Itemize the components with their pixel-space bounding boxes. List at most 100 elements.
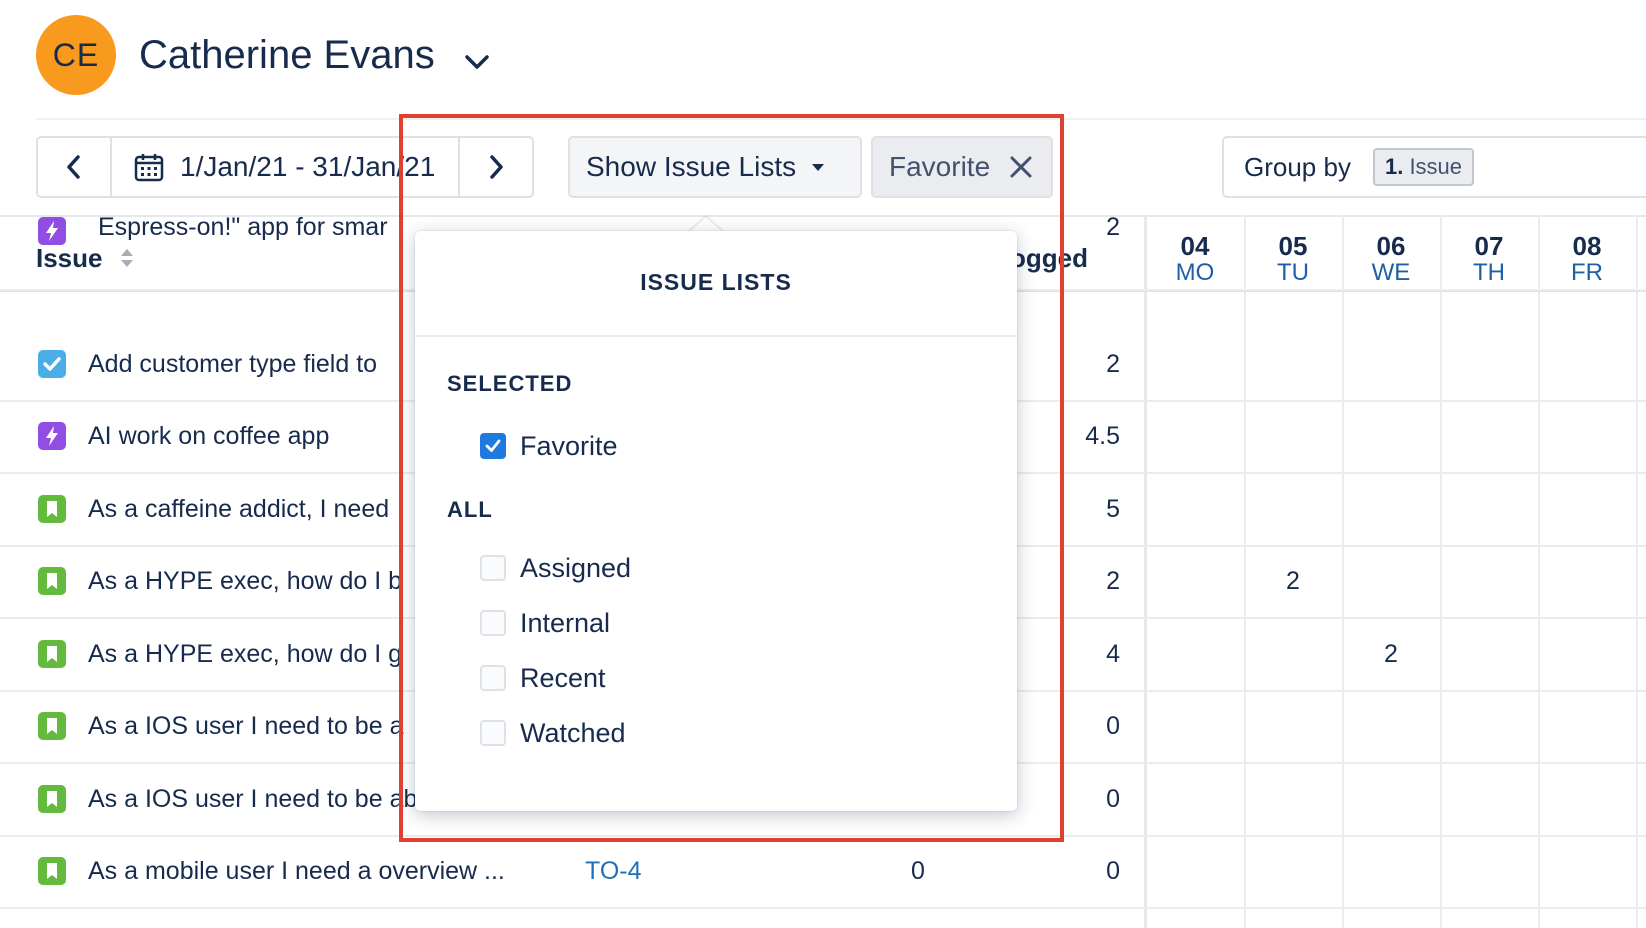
issue-list-label: Watched <box>520 717 626 748</box>
calendar-icon <box>134 154 164 182</box>
issue-summary-link[interactable]: Add customer type field to <box>88 349 378 378</box>
day-column-line <box>1440 215 1442 928</box>
issue-summary-link[interactable]: As a IOS user I need to be a <box>88 712 404 740</box>
day-column-line <box>1538 215 1540 928</box>
dropdown-title: ISSUE LISTS <box>640 269 792 295</box>
day-cell[interactable]: 2 <box>1384 639 1398 668</box>
header-divider <box>36 118 1646 120</box>
days-divider <box>1144 215 1147 928</box>
day-header: 05 TU <box>1245 232 1341 286</box>
issue-list-option[interactable]: Recent <box>480 661 606 695</box>
selected-section-heading: SELECTED <box>447 371 573 396</box>
issue-list-label: Recent <box>520 662 606 693</box>
avatar[interactable]: CE <box>36 15 116 95</box>
issue-summary-link[interactable]: As a HYPE exec, how do I b <box>88 567 403 595</box>
issue-logged: 5 <box>1106 494 1120 523</box>
epic-issue-type-icon <box>38 217 66 245</box>
issue-list-option[interactable]: Internal <box>480 606 610 640</box>
issue-logged: 0 <box>1106 712 1120 740</box>
story-issue-type-icon <box>38 567 66 595</box>
chevron-left-icon <box>67 155 80 179</box>
issue-list-option[interactable]: Watched <box>480 716 626 750</box>
story-issue-type-icon <box>38 784 66 813</box>
day-number: 06 <box>1376 231 1406 261</box>
issue-logged: 4.5 <box>1085 422 1120 450</box>
story-issue-type-icon <box>38 857 66 885</box>
issue-logged: 0 <box>1106 784 1120 813</box>
issue-logged: 4 <box>1106 639 1120 668</box>
day-column-line <box>1244 215 1246 928</box>
checkmark-icon <box>485 439 501 452</box>
favorite-filter-chip[interactable]: Favorite <box>871 136 1053 198</box>
date-range-text: 1/Jan/21 - 31/Jan/21 <box>180 151 436 182</box>
issue-summary-link[interactable]: As a caffeine addict, I need <box>88 494 390 523</box>
group-by-control[interactable]: Group by 1. Issue <box>1222 136 1646 198</box>
day-cell[interactable]: 2 <box>1286 567 1300 595</box>
show-issue-lists-label: Show Issue Lists <box>586 151 797 182</box>
checkbox[interactable] <box>480 555 506 581</box>
day-weekday: MO <box>1175 259 1215 286</box>
checkbox[interactable] <box>480 720 506 746</box>
issue-logged: 2 <box>1106 349 1120 378</box>
day-header: 06 WE <box>1343 232 1439 286</box>
issue-logged: 2 <box>1106 213 1120 241</box>
sort-icon[interactable] <box>120 247 134 269</box>
previous-period-button[interactable] <box>36 136 112 198</box>
day-number: 05 <box>1278 231 1308 261</box>
caret-down-icon <box>812 163 825 171</box>
issue-key-link[interactable]: TO-4 <box>585 857 642 885</box>
dropdown-divider <box>415 335 1017 337</box>
story-issue-type-icon <box>38 712 66 740</box>
day-weekday: TU <box>1277 259 1309 286</box>
issue-list-label: Assigned <box>520 552 632 583</box>
issue-summary-link[interactable]: Espress-on!" app for smar <box>98 213 388 241</box>
day-weekday: TH <box>1473 259 1505 286</box>
issue-logged: 2 <box>1106 567 1120 595</box>
day-header: 07 TH <box>1441 232 1537 286</box>
story-issue-type-icon <box>38 494 66 523</box>
close-icon[interactable] <box>1008 154 1034 180</box>
group-by-tag-value: Issue <box>1409 154 1463 179</box>
show-issue-lists-button[interactable]: Show Issue Lists <box>568 136 862 198</box>
checkbox[interactable] <box>480 433 506 459</box>
chevron-right-icon <box>490 155 503 179</box>
day-number: 08 <box>1572 231 1602 261</box>
day-header: 08 FR <box>1539 232 1635 286</box>
epic-issue-type-icon <box>38 422 66 450</box>
dropdown-arrow <box>688 217 724 233</box>
checkbox[interactable] <box>480 610 506 636</box>
issue-logged: 0 <box>1106 857 1120 885</box>
all-section-heading: ALL <box>447 497 493 522</box>
day-header: 04 MO <box>1147 232 1243 286</box>
group-by-tag-number: 1. <box>1384 154 1404 179</box>
issue-list-option[interactable]: Favorite <box>480 429 618 463</box>
issue-summary-link[interactable]: As a mobile user I need a overview ... <box>88 857 505 885</box>
checkbox[interactable] <box>480 665 506 691</box>
day-column-line <box>1342 215 1344 928</box>
group-by-label: Group by <box>1244 151 1351 182</box>
issue-list-label: Favorite <box>520 430 618 461</box>
table-top-border <box>0 215 1646 217</box>
story-issue-type-icon <box>38 639 66 668</box>
user-name[interactable]: Catherine Evans <box>139 33 435 77</box>
day-weekday: FR <box>1571 259 1603 286</box>
table-row[interactable]: As a mobile user I need a overview ... TO… <box>0 835 1646 909</box>
column-header-logged[interactable]: ogged <box>1010 243 1088 273</box>
day-column-line <box>1636 215 1638 928</box>
next-period-button[interactable] <box>458 136 534 198</box>
issue-lists-dropdown: ISSUE LISTS SELECTED Favorite ALL Assign… <box>415 231 1017 811</box>
favorite-filter-label: Favorite <box>889 151 991 182</box>
issue-list-option[interactable]: Assigned <box>480 551 631 585</box>
issue-summary-link[interactable]: As a HYPE exec, how do I g <box>88 639 403 668</box>
issue-list-label: Internal <box>520 607 611 638</box>
task-issue-type-icon <box>38 349 66 378</box>
day-weekday: WE <box>1371 259 1411 286</box>
issue-summary-link[interactable]: AI work on coffee app <box>88 422 330 450</box>
day-number: 07 <box>1474 231 1504 261</box>
date-range-picker[interactable]: 1/Jan/21 - 31/Jan/21 <box>110 136 460 198</box>
issue-estimate: 0 <box>911 857 925 885</box>
column-header-issue[interactable]: Issue <box>36 243 103 273</box>
chevron-down-icon[interactable] <box>462 52 492 72</box>
group-by-tag[interactable]: 1. Issue <box>1372 148 1475 186</box>
day-number: 04 <box>1180 231 1210 261</box>
